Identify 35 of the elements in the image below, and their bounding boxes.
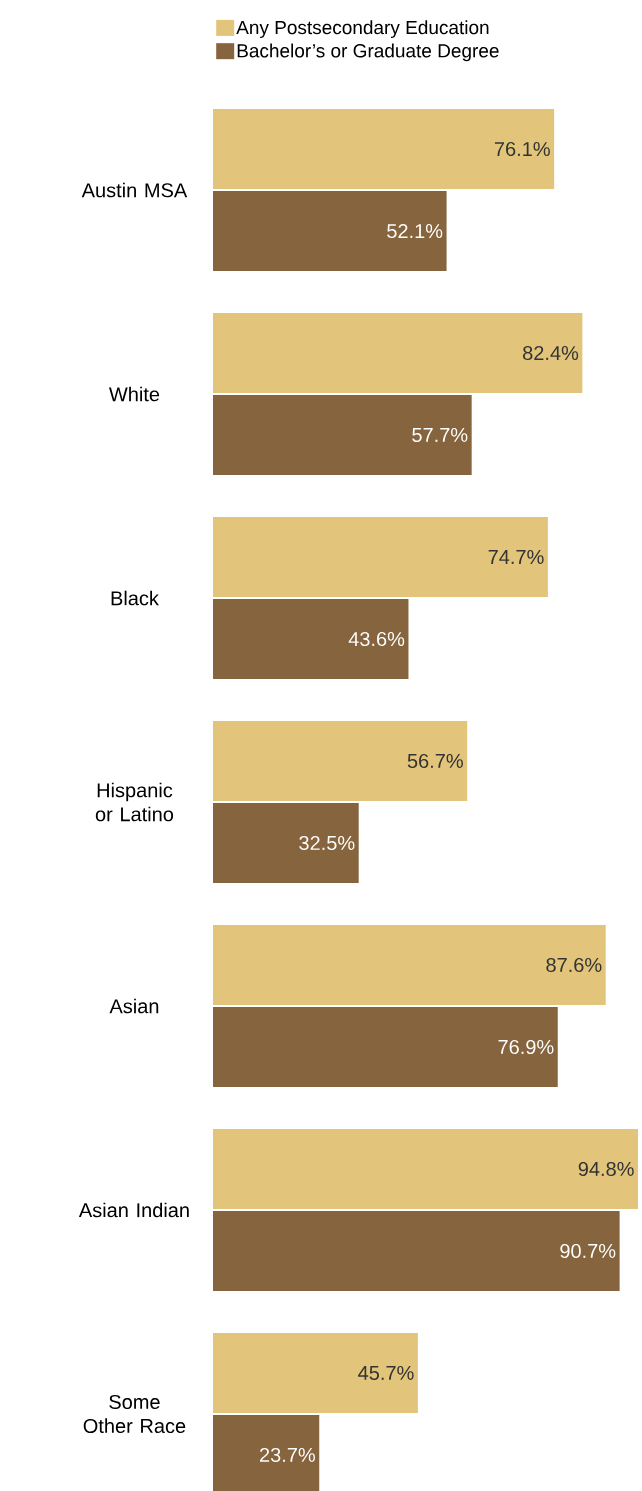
data-label: 56.7%: [407, 753, 463, 769]
data-label: 52.1%: [387, 223, 443, 239]
bar: [212, 1006, 558, 1087]
legend-label: Bachelor’s or Graduate Degree: [237, 43, 499, 62]
y-tick-label: Austin MSA: [81, 182, 188, 198]
bar: [212, 313, 583, 393]
data-label: 76.1%: [494, 141, 550, 157]
y-tick-label: Asian: [109, 998, 159, 1014]
data-label: 43.6%: [348, 631, 405, 647]
y-tick-label: White: [109, 386, 160, 402]
bar: [212, 1128, 638, 1209]
legend-label: Any Postsecondary Education: [236, 20, 489, 38]
bar: [212, 720, 468, 801]
data-label: 76.9%: [498, 1039, 554, 1055]
bar: [212, 924, 606, 1005]
bar: [212, 517, 548, 597]
data-label: 74.7%: [488, 550, 544, 564]
data-label: 94.8%: [578, 1161, 634, 1177]
bar: [212, 109, 555, 190]
y-tick-label: Hispanic or Latino: [95, 782, 174, 822]
bar: [212, 802, 359, 883]
y-tick-label: Black: [111, 590, 159, 606]
data-label: 87.6%: [546, 957, 602, 973]
data-label: 57.7%: [412, 427, 468, 443]
y-tick-label: Asian Indian: [78, 1202, 189, 1218]
data-label: 90.7%: [560, 1243, 616, 1259]
bar: [212, 191, 447, 272]
y-tick-label: Some Other Race: [83, 1394, 186, 1434]
data-label: 32.5%: [299, 835, 355, 851]
data-label: 82.4%: [523, 345, 579, 361]
bar: [212, 395, 472, 475]
data-label: 23.7%: [260, 1447, 315, 1463]
bar: [212, 1210, 620, 1291]
bar: [212, 598, 409, 679]
data-label: 45.7%: [358, 1365, 414, 1380]
